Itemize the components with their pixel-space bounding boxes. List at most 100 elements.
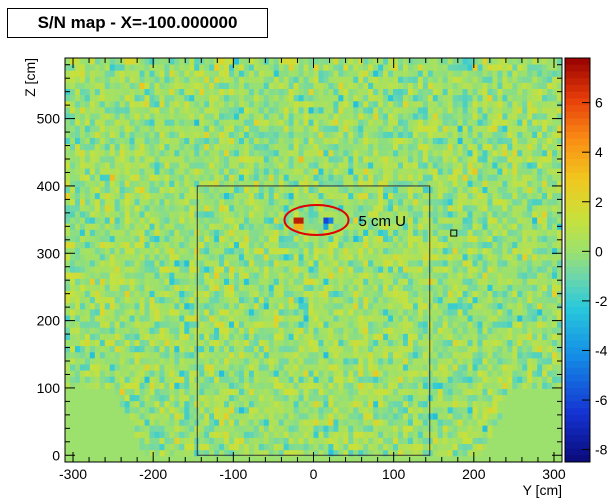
heatmap-cell — [298, 253, 304, 261]
heatmap-cell — [174, 327, 180, 334]
heatmap-cell — [482, 229, 488, 236]
heatmap-cell — [204, 370, 210, 377]
heatmap-cell — [348, 419, 354, 426]
heatmap-cell — [278, 253, 285, 261]
heatmap-cell — [462, 284, 468, 291]
heatmap-cell — [388, 198, 394, 206]
heatmap-cell — [462, 449, 468, 457]
heatmap-cell — [442, 419, 449, 426]
heatmap-cell — [368, 406, 374, 414]
heatmap-cell — [487, 382, 493, 389]
heatmap-cell — [94, 162, 101, 169]
heatmap-cell — [487, 278, 493, 285]
heatmap-cell — [557, 364, 563, 371]
heatmap-cell — [447, 211, 454, 218]
heatmap-cell — [323, 413, 329, 420]
heatmap-cell — [164, 247, 170, 255]
heatmap-cell — [447, 376, 454, 383]
heatmap-cell — [179, 357, 185, 365]
heatmap-cell — [243, 321, 250, 328]
heatmap-cell — [149, 419, 155, 426]
heatmap-cell — [159, 413, 165, 420]
heatmap-cell — [79, 308, 86, 316]
heatmap-cell — [298, 327, 304, 334]
heatmap-cell — [328, 315, 334, 322]
heatmap-cell — [84, 217, 91, 224]
heatmap-cell — [437, 437, 444, 445]
heatmap-cell — [412, 155, 419, 163]
heatmap-cell — [139, 204, 145, 212]
heatmap-cell — [532, 155, 538, 163]
heatmap-cell — [417, 162, 424, 169]
heatmap-cell — [427, 290, 434, 298]
heatmap-cell — [432, 321, 439, 328]
heatmap-cell — [119, 437, 126, 445]
heatmap-cell — [273, 180, 280, 187]
heatmap-cell — [258, 357, 265, 365]
heatmap-cell — [308, 382, 314, 389]
heatmap-cell — [194, 455, 200, 463]
heatmap-cell — [557, 437, 563, 445]
heatmap-cell — [507, 192, 513, 200]
heatmap-cell — [104, 406, 111, 414]
heatmap-cell — [527, 211, 533, 218]
heatmap-cell — [358, 278, 364, 285]
heatmap-cell — [129, 260, 135, 267]
heatmap-cell — [114, 235, 121, 243]
heatmap-cell — [437, 376, 444, 383]
heatmap-cell — [517, 419, 523, 426]
heatmap-cell — [412, 241, 419, 249]
heatmap-cell — [452, 455, 459, 463]
heatmap-cell — [288, 406, 295, 414]
heatmap-cell — [383, 241, 389, 249]
heatmap-cell — [94, 186, 101, 194]
heatmap-cell — [437, 400, 444, 408]
heatmap-cell — [233, 174, 240, 181]
heatmap-cell — [427, 235, 434, 243]
heatmap-cell — [69, 333, 76, 340]
heatmap-cell — [104, 382, 111, 389]
heatmap-cell — [557, 419, 563, 426]
heatmap-cell — [552, 345, 558, 353]
heatmap-cell — [144, 388, 150, 396]
heatmap-cell — [552, 327, 558, 334]
heatmap-cell — [243, 198, 250, 206]
heatmap-cell — [303, 302, 309, 310]
heatmap-cell — [537, 192, 543, 200]
heatmap-cell — [129, 211, 135, 218]
heatmap-cell — [224, 186, 230, 194]
heatmap-cell — [74, 315, 81, 322]
heatmap-cell — [358, 162, 364, 169]
heatmap-cell — [243, 437, 250, 445]
heatmap-cell — [303, 333, 309, 340]
heatmap-cell — [99, 272, 106, 279]
heatmap-cell — [457, 364, 463, 371]
heatmap-cell — [368, 186, 374, 194]
heatmap-cell — [343, 217, 349, 224]
heatmap-cell — [517, 413, 523, 420]
heatmap-cell — [283, 382, 290, 389]
heatmap-cell — [502, 155, 508, 163]
heatmap-cell — [338, 413, 344, 420]
heatmap-cell — [517, 168, 523, 175]
heatmap-cell — [199, 235, 205, 243]
heatmap-cell — [303, 394, 309, 402]
heatmap-cell — [134, 211, 140, 218]
heatmap-cell — [124, 211, 131, 218]
heatmap-cell — [144, 192, 150, 200]
heatmap-cell — [502, 198, 508, 206]
heatmap-cell — [214, 406, 220, 414]
heatmap-cell — [447, 192, 454, 200]
heatmap-cell — [447, 364, 454, 371]
heatmap-cell — [552, 388, 558, 396]
heatmap-cell — [472, 302, 478, 310]
heatmap-cell — [253, 406, 260, 414]
heatmap-cell — [557, 168, 563, 175]
heatmap-cell — [378, 315, 384, 322]
heatmap-cell — [323, 394, 329, 402]
heatmap-cell — [432, 186, 439, 194]
heatmap-cell — [452, 211, 459, 218]
heatmap-cell — [437, 308, 444, 316]
heatmap-cell — [512, 168, 518, 175]
heatmap-cell — [89, 198, 96, 206]
